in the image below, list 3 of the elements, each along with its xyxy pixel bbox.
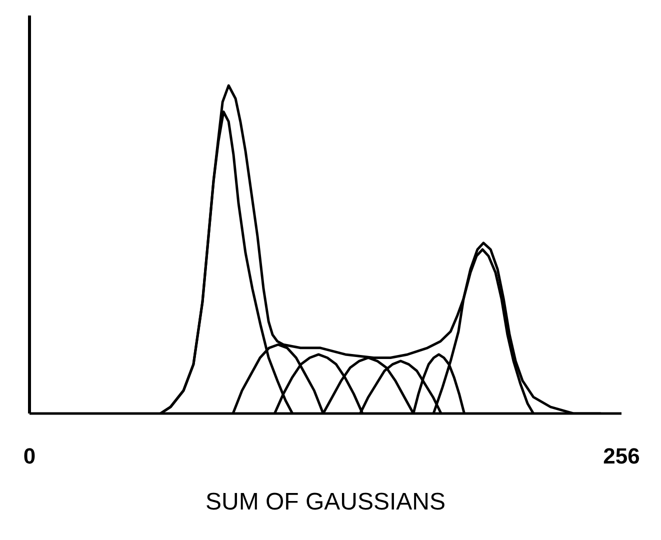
text: SUM OF GAUSSIANS (205, 488, 446, 516)
x-tick-label: 0 (23, 444, 36, 468)
x-tick-label: 256 (603, 444, 640, 468)
